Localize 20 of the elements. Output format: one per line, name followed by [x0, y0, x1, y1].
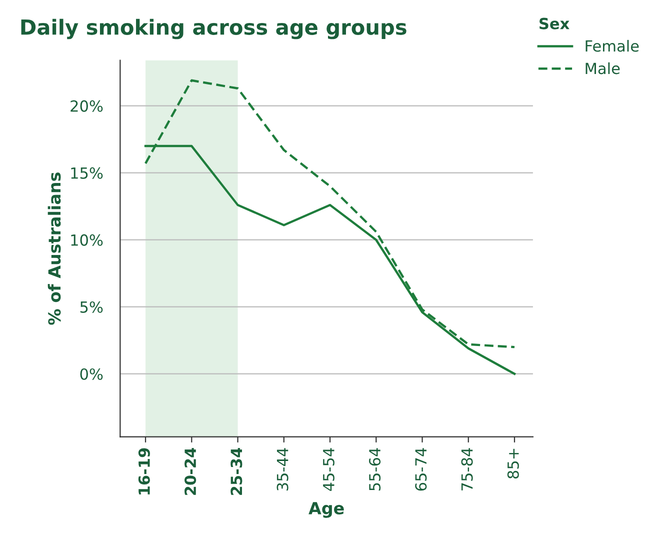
x-axis-title: Age — [308, 502, 344, 518]
x-tick-label: 85+ — [507, 448, 519, 478]
y-tick-label: 20% — [70, 100, 103, 112]
x-tick-label: 35-44 — [276, 448, 288, 490]
x-tick-label: 16-19 — [138, 448, 150, 494]
x-tick-label: 55-64 — [369, 448, 381, 490]
y-tick-label: 5% — [80, 301, 103, 313]
x-tick-label: 65-74 — [415, 448, 427, 491]
y-tick-label: 15% — [71, 167, 103, 179]
legend-label: Female — [586, 40, 639, 52]
x-tick-label: 45-54 — [323, 448, 334, 491]
y-tick-label: 0% — [80, 368, 103, 380]
y-tick-label: 10% — [71, 234, 103, 246]
x-tick-label: 25-34 — [230, 448, 242, 495]
y-axis-title: % of Australians — [48, 172, 61, 325]
x-tick-label: 75-84 — [461, 448, 473, 490]
chart-title: Daily smoking across age groups — [21, 18, 406, 40]
x-tick-label: 20-24 — [184, 448, 196, 495]
legend-title: Sex — [540, 18, 570, 30]
legend-label: Male — [586, 62, 620, 74]
